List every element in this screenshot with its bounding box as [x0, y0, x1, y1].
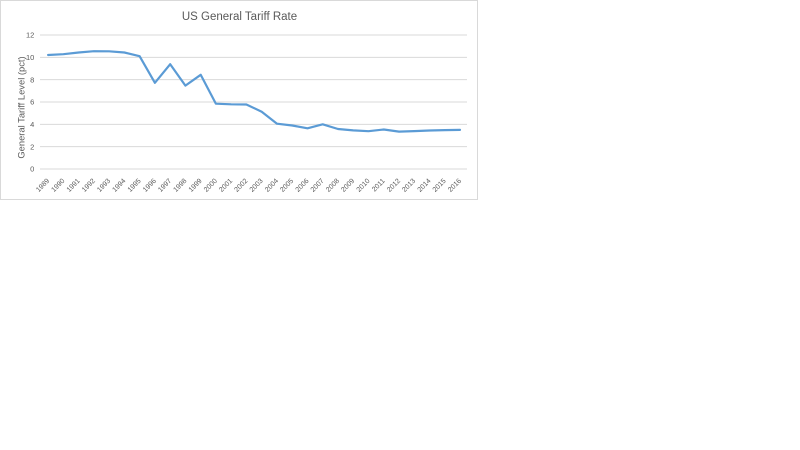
svg-text:10: 10 [26, 53, 34, 62]
svg-text:0: 0 [30, 165, 34, 174]
svg-text:General Tariff Level (pct): General Tariff Level (pct) [15, 56, 26, 158]
svg-text:2: 2 [30, 142, 34, 151]
svg-text:8: 8 [30, 75, 34, 84]
svg-text:6: 6 [30, 98, 34, 107]
svg-text:4: 4 [30, 120, 34, 129]
svg-text:US General Tariff Rate: US General Tariff Rate [182, 11, 297, 23]
svg-text:12: 12 [26, 31, 34, 40]
